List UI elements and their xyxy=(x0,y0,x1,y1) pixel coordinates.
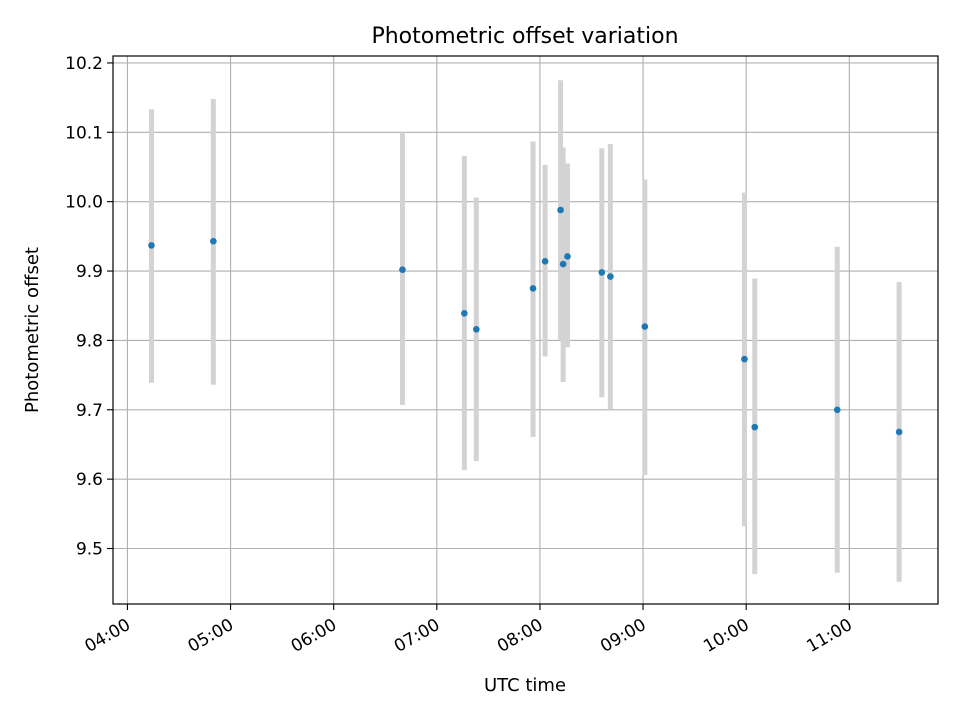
chart-title: Photometric offset variation xyxy=(371,24,678,49)
data-point xyxy=(607,273,614,280)
y-axis-ticks: 9.5 9.6 9.7 9.8 9.9 10.0 10.1 10.2 xyxy=(65,54,113,560)
y-tick-label: 9.9 xyxy=(76,262,103,282)
data-point xyxy=(559,260,567,268)
y-axis-label: Photometric offset xyxy=(22,247,43,413)
y-tick-label: 9.6 xyxy=(76,470,103,490)
data-point xyxy=(751,423,759,431)
y-tick-label: 10.2 xyxy=(65,54,103,74)
data-point xyxy=(529,285,537,292)
data-point xyxy=(148,242,155,249)
data-point xyxy=(564,253,571,260)
data-point xyxy=(895,428,903,436)
data-point xyxy=(461,310,468,317)
data-point xyxy=(399,266,406,273)
data-point xyxy=(641,323,649,330)
data-point xyxy=(473,326,480,333)
data-point xyxy=(557,206,564,214)
y-tick-label: 10.1 xyxy=(65,123,103,143)
data-point xyxy=(541,258,549,265)
plot-area-frame xyxy=(112,55,939,605)
data-points xyxy=(148,206,903,436)
y-tick-label: 9.8 xyxy=(76,331,103,351)
x-axis-label: UTC time xyxy=(484,675,566,696)
data-point xyxy=(210,237,217,245)
data-point xyxy=(741,355,748,363)
data-point xyxy=(833,406,841,414)
data-point xyxy=(598,269,606,276)
y-tick-label: 9.7 xyxy=(76,401,103,421)
y-tick-label: 9.5 xyxy=(76,540,103,560)
y-tick-label: 10.0 xyxy=(65,193,103,213)
